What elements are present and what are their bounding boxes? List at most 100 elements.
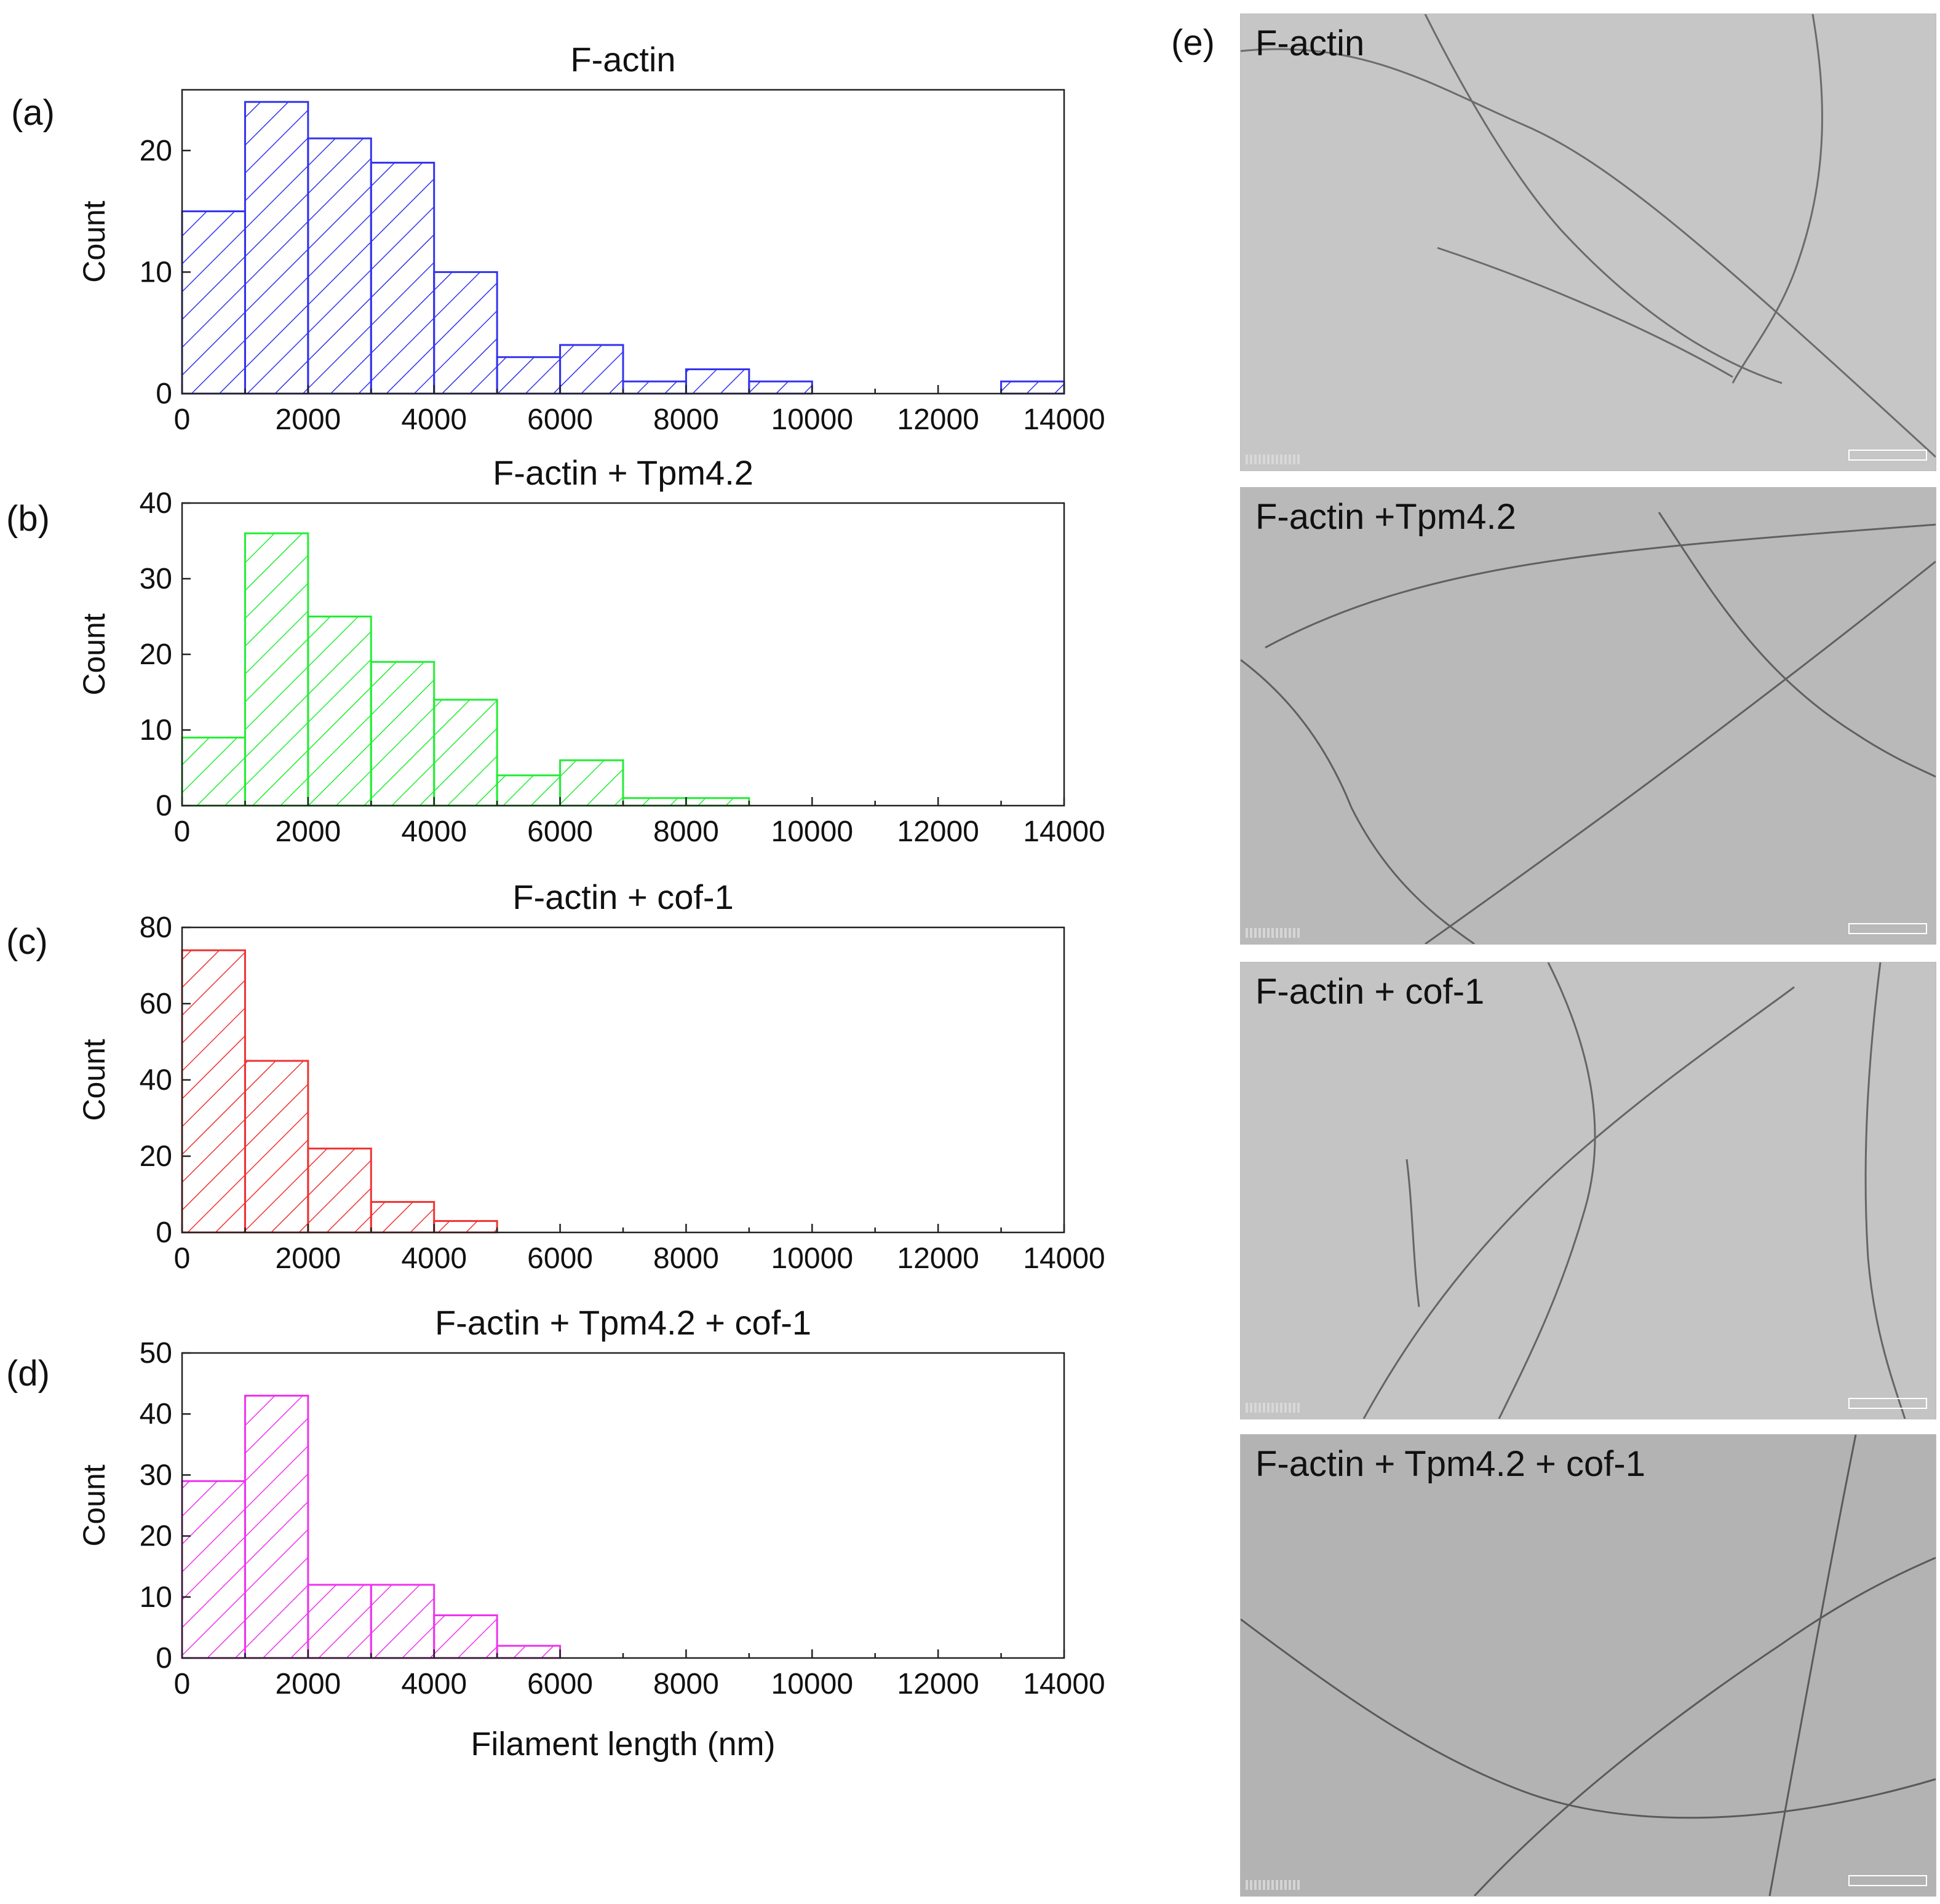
histogram-bar [685, 368, 750, 395]
x-tick-label: 8000 [653, 815, 719, 848]
y-tick-label: 30 [140, 1459, 172, 1491]
x-tick-label: 14000 [1023, 403, 1105, 436]
histogram-panel: F-actin + Tpm4.2 + cof-1 0 2000 4000 6000 800… [77, 1303, 1105, 1763]
micrograph-label: F-actin + Tpm4.2 + cof-1 [1255, 1444, 1645, 1484]
micrograph-metadata [1246, 1880, 1301, 1890]
x-tick-label: 8000 [653, 1242, 719, 1275]
micrograph-f-actin-tpm-cof: F-actin + Tpm4.2 + cof-1 [1240, 1434, 1936, 1897]
histogram-bar [433, 1614, 498, 1659]
histogram-bar [370, 660, 435, 807]
micrograph-label: F-actin [1255, 23, 1365, 63]
histogram-bar [307, 616, 372, 807]
y-tick-label: 0 [156, 790, 172, 822]
micrograph-f-actin-tpm: F-actin +Tpm4.2 [1240, 487, 1936, 945]
micrograph-image [1241, 488, 1936, 944]
scale-bar [1848, 923, 1927, 934]
histogram-bar [307, 1584, 372, 1659]
x-tick-label: 8000 [653, 1668, 719, 1700]
histogram-panel: F-actin 0 2000 4000 6000 8000 10000 12000 14000 0… [77, 40, 1105, 436]
histogram-bar [307, 1148, 372, 1234]
x-tick-label: 2000 [275, 1668, 341, 1700]
x-tick-label: 8000 [653, 403, 719, 436]
histogram-bar [433, 699, 498, 807]
x-tick-label: 2000 [275, 403, 341, 436]
x-tick-label: 12000 [897, 1668, 979, 1700]
histogram-bar [370, 1584, 435, 1659]
micrograph-label: F-actin +Tpm4.2 [1255, 497, 1516, 537]
histogram-bar [244, 532, 309, 807]
y-tick-label: 40 [140, 487, 172, 520]
histogram-bar [181, 736, 246, 807]
y-tick-label: 40 [140, 1398, 172, 1430]
y-tick-label: 0 [156, 1642, 172, 1675]
x-tick-label: 6000 [527, 403, 593, 436]
x-tick-label: 12000 [897, 1242, 979, 1275]
histogram-bar [622, 380, 687, 395]
y-tick-label: 0 [156, 378, 172, 410]
x-tick-label: 10000 [771, 815, 853, 848]
panel-label-a: (a) [11, 93, 55, 133]
micrograph-metadata [1246, 454, 1301, 464]
y-tick-label: 10 [140, 714, 172, 747]
micrograph-metadata [1246, 1403, 1301, 1413]
y-tick-label: 0 [156, 1216, 172, 1249]
y-tick-label: 30 [140, 563, 172, 595]
x-tick-label: 14000 [1023, 1668, 1105, 1700]
x-tick-label: 0 [174, 1668, 191, 1700]
chart-title: F-actin + Tpm4.2 + cof-1 [435, 1303, 811, 1342]
y-tick-label: 40 [140, 1064, 172, 1097]
histogram-bar [559, 344, 624, 395]
histogram-bar [181, 1480, 246, 1659]
y-tick-label: 60 [140, 988, 172, 1020]
micrograph-f-actin-cof: F-actin + cof-1 [1240, 962, 1936, 1419]
x-tick-label: 4000 [401, 815, 467, 848]
y-tick-label: 20 [140, 638, 172, 671]
micrograph-image [1241, 14, 1936, 470]
x-tick-label: 0 [174, 815, 191, 848]
histogram-bar [244, 1060, 309, 1234]
histogram-bar [307, 137, 372, 395]
x-axis-label: Filament length (nm) [471, 1726, 775, 1763]
micrograph-label: F-actin + cof-1 [1255, 972, 1485, 1012]
y-tick-label: 10 [140, 256, 172, 288]
histogram-bar [685, 797, 750, 807]
chart-title: F-actin + cof-1 [512, 878, 733, 916]
x-tick-label: 4000 [401, 1242, 467, 1275]
y-tick-label: 20 [140, 1520, 172, 1553]
x-tick-label: 10000 [771, 1242, 853, 1275]
histogram-bar [244, 101, 309, 395]
y-tick-label: 50 [140, 1337, 172, 1370]
histogram-bar [748, 380, 813, 395]
panel-label-c: (c) [6, 922, 48, 962]
micrograph-image [1241, 1435, 1936, 1896]
panel-label-d: (d) [6, 1354, 50, 1394]
scale-bar [1848, 1398, 1927, 1409]
histogram-bar [181, 210, 246, 395]
scale-bar [1848, 1875, 1927, 1886]
x-tick-label: 6000 [527, 1242, 593, 1275]
y-tick-label: 20 [140, 1140, 172, 1173]
histogram-panel: F-actin + cof-1 0 2000 4000 6000 8000 10000 120… [77, 878, 1105, 1275]
y-axis-label: Count [77, 613, 111, 696]
x-tick-label: 12000 [897, 403, 979, 436]
x-tick-label: 2000 [275, 815, 341, 848]
histogram-bar [622, 797, 687, 807]
histogram-bar [370, 162, 435, 395]
y-tick-label: 80 [140, 911, 172, 944]
histogram-bar [496, 1644, 562, 1659]
histogram-bar [496, 774, 562, 807]
y-tick-label: 10 [140, 1581, 172, 1614]
histogram-bar [244, 1394, 309, 1659]
x-tick-label: 14000 [1023, 1242, 1105, 1275]
y-axis-label: Count [77, 200, 111, 283]
chart-title: F-actin + Tpm4.2 [493, 453, 753, 492]
histogram-bar [496, 356, 562, 395]
y-axis-label: Count [77, 1039, 111, 1121]
micrograph-f-actin: F-actin [1240, 14, 1936, 471]
histogram-panel: F-actin + Tpm4.2 0 2000 4000 6000 8000 10000 12… [77, 453, 1105, 848]
panel-label-e: (e) [1171, 23, 1215, 63]
histogram-bar [433, 271, 498, 395]
chart-title: F-actin [570, 40, 675, 79]
y-axis-label: Count [77, 1464, 111, 1547]
